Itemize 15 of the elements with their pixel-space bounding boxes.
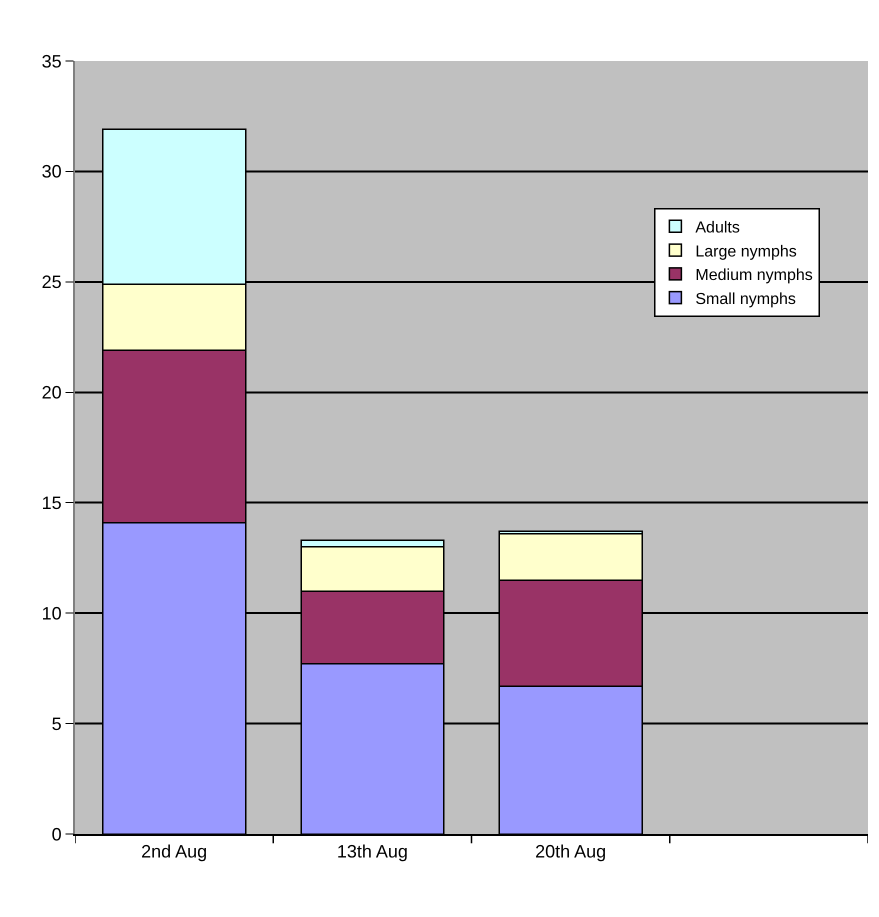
y-tick-label: 25: [42, 272, 62, 292]
y-tick-label: 20: [42, 382, 62, 403]
legend-label: Small nymphs: [695, 290, 796, 308]
y-tick-label: 5: [52, 714, 62, 734]
legend-label: Adults: [695, 220, 740, 237]
y-tick-label: 35: [42, 51, 62, 72]
y-tick-label: 15: [42, 493, 62, 514]
x-tick-label: 20th Aug: [535, 841, 606, 862]
legend-label: Large nymphs: [695, 243, 797, 260]
y-tick-label: 30: [42, 162, 62, 182]
x-tick-label: 13th Aug: [336, 841, 408, 862]
y-tick-label: 10: [42, 603, 62, 624]
y-tick-label: 0: [52, 824, 62, 844]
x-tick-label: 2nd Aug: [141, 841, 208, 862]
legend-label: Medium nymphs: [695, 267, 813, 284]
